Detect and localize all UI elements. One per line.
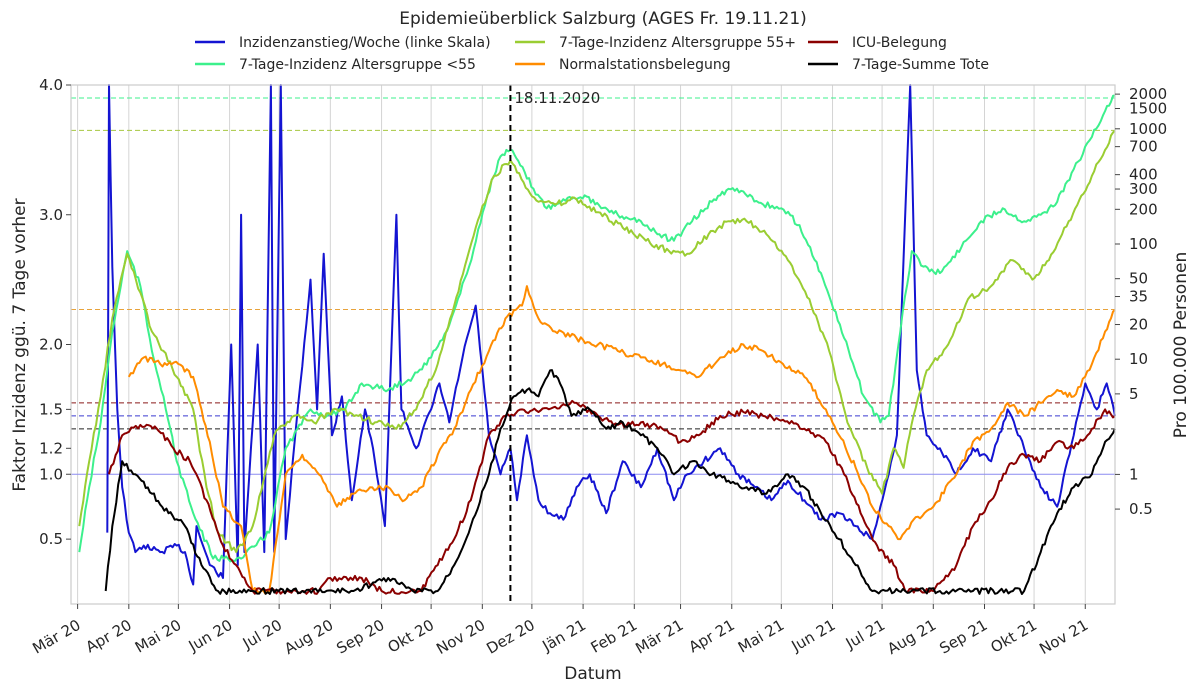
- chart-title: Epidemieüberblick Salzburg (AGES Fr. 19.…: [399, 9, 807, 29]
- y-right-tick-label: 700: [1129, 138, 1158, 156]
- legend-label: Inzidenzanstieg/Woche (linke Skala): [239, 35, 491, 51]
- y-right-tick-label: 300: [1129, 180, 1158, 198]
- series-line: [106, 84, 1116, 586]
- y-left-tick-label: 4.0: [39, 76, 63, 94]
- y-left-tick-label: 1.2: [39, 439, 63, 457]
- y-right-tick-label: 1500: [1129, 100, 1167, 118]
- y-left-tick-label: 2.0: [39, 336, 63, 354]
- y-axis-left-ticks: 4.0 3.0 2.0 1.5 1.2 1.0 0.5: [39, 76, 71, 548]
- x-tick-label: Mär 20: [29, 616, 83, 658]
- y-right-tick-label: 1000: [1129, 120, 1167, 138]
- y-right-tick-label: 400: [1129, 166, 1158, 184]
- series-line: [78, 94, 1116, 563]
- x-tick-label: Nov 20: [433, 616, 488, 658]
- y-right-tick-label: 10: [1129, 350, 1148, 368]
- y-left-tick-label: 0.5: [39, 530, 63, 548]
- series-line: [78, 129, 1116, 554]
- x-tick-label: Nov 21: [1036, 616, 1091, 658]
- legend: Inzidenzanstieg/Woche (linke Skala) 7-Tag…: [195, 35, 989, 73]
- y-right-tick-label: 100: [1129, 235, 1158, 253]
- legend-label: ICU-Belegung: [852, 35, 947, 51]
- series-line: [127, 285, 1116, 595]
- y-right-tick-label: 1: [1129, 465, 1139, 483]
- y-right-tick-label: 0.5: [1129, 500, 1153, 518]
- y-right-tick-label: 200: [1129, 200, 1158, 218]
- x-tick-label: Mär 21: [632, 616, 686, 658]
- reference-lines: [71, 97, 1115, 475]
- gridlines: [77, 85, 1086, 604]
- x-tick-label: Sep 20: [333, 616, 387, 658]
- x-tick-label: Jun 21: [788, 616, 839, 656]
- y-right-tick-label: 2000: [1129, 85, 1167, 103]
- x-tick-label: Jun 20: [185, 616, 236, 656]
- annotation-label: 18.11.2020: [514, 89, 600, 107]
- y-axis-label-left: Faktor Inzidenz ggü. 7 Tage vorher: [10, 198, 30, 491]
- x-tick-label: Sep 21: [936, 616, 990, 658]
- y-axis-label-right: Pro 100.000 Personen: [1171, 252, 1191, 438]
- x-tick-label: Okt 20: [385, 616, 438, 657]
- series-line: [104, 369, 1116, 595]
- annotation: 18.11.2020: [509, 85, 600, 604]
- y-left-tick-label: 3.0: [39, 206, 63, 224]
- x-tick-label: Apr 20: [83, 616, 135, 656]
- x-tick-label: Jän 21: [539, 616, 590, 656]
- y-right-tick-label: 35: [1129, 288, 1148, 306]
- x-tick-label: Apr 21: [686, 616, 738, 656]
- legend-label: 7-Tage-Inzidenz Altersgruppe 55+: [559, 35, 796, 51]
- x-tick-label: Mai 21: [735, 616, 787, 657]
- y-right-tick-label: 50: [1129, 270, 1148, 288]
- x-tick-label: Okt 21: [988, 616, 1041, 657]
- series-lines: [78, 84, 1116, 595]
- x-tick-label: Feb 21: [588, 616, 641, 657]
- legend-label: 7-Tage-Summe Tote: [852, 57, 989, 73]
- y-left-tick-label: 1.5: [39, 400, 63, 418]
- x-tick-label: Aug 20: [281, 616, 336, 658]
- legend-label: Normalstationsbelegung: [559, 57, 731, 73]
- y-right-tick-label: 20: [1129, 316, 1148, 334]
- x-tick-label: Jul 21: [842, 616, 888, 653]
- x-tick-label: Jul 20: [239, 616, 285, 653]
- y-left-tick-label: 1.0: [39, 465, 63, 483]
- y-right-tick-label: 5: [1129, 385, 1139, 403]
- x-tick-label: Mai 20: [132, 616, 184, 657]
- x-axis-label: Datum: [564, 664, 622, 684]
- x-tick-label: Aug 21: [884, 616, 939, 658]
- x-tick-label: Dez 20: [483, 616, 537, 658]
- legend-label: 7-Tage-Inzidenz Altersgruppe <55: [239, 57, 476, 73]
